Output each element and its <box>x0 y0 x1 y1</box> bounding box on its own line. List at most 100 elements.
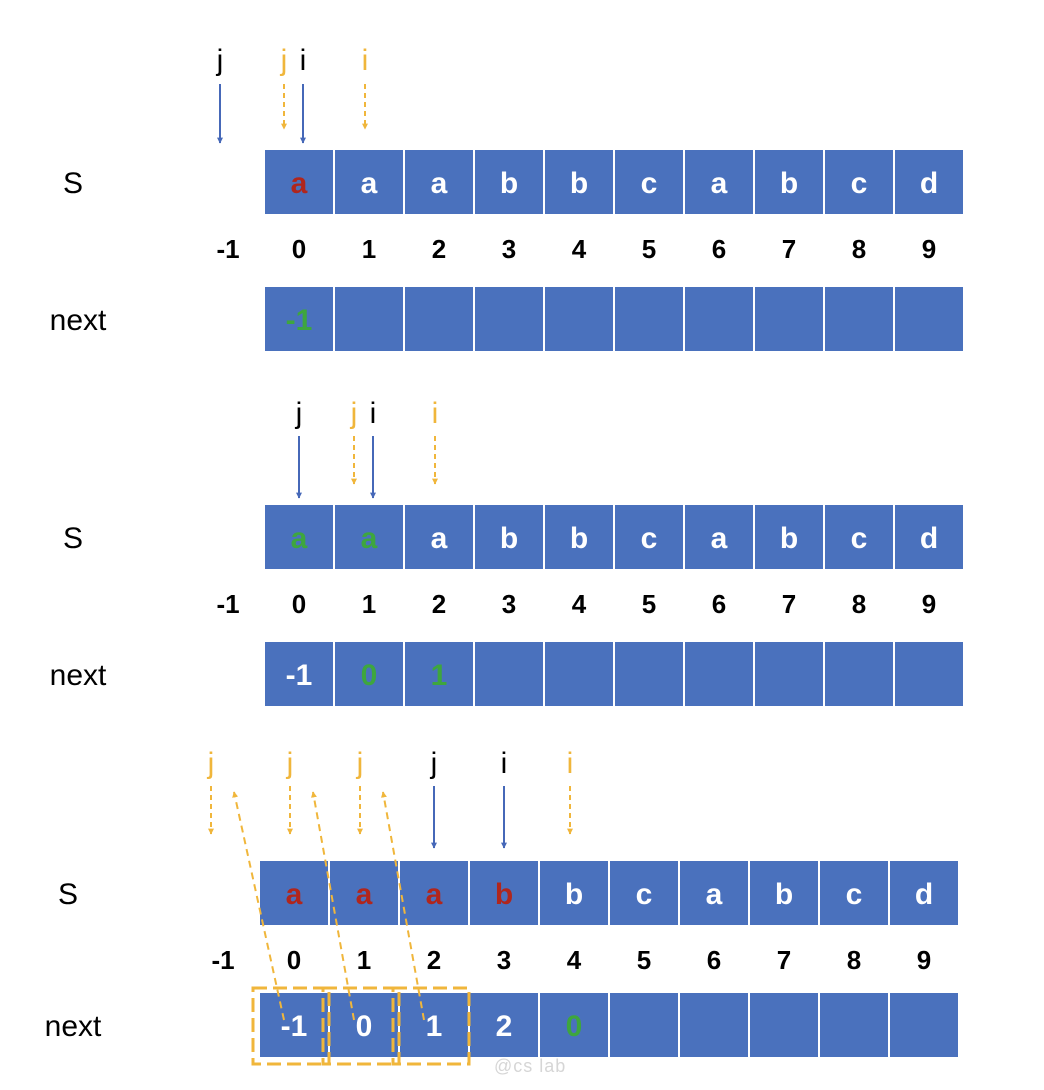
s-cell-char: a <box>361 167 378 200</box>
watermark: @cs lab <box>494 1056 567 1076</box>
index-label: -1 <box>211 945 234 975</box>
index-label: 4 <box>572 589 587 619</box>
s-cell <box>683 503 755 571</box>
index-label: 8 <box>847 945 861 975</box>
s-cell-char: b <box>565 878 583 911</box>
pointer-label-j: j <box>295 397 303 430</box>
s-cell-char: a <box>431 167 448 200</box>
next-cell <box>753 285 825 353</box>
next-cell <box>823 285 895 353</box>
index-label: 7 <box>782 234 796 264</box>
s-cell <box>678 859 750 927</box>
s-cell-char: c <box>851 522 868 555</box>
s-cell <box>823 503 895 571</box>
next-cell <box>403 640 475 708</box>
next-cell <box>823 640 895 708</box>
pointer-label-j: j <box>430 747 438 780</box>
s-cell <box>403 148 475 216</box>
index-label: 5 <box>642 234 656 264</box>
index-label: 8 <box>852 589 866 619</box>
index-label: 7 <box>777 945 791 975</box>
pointer-label-j: j <box>356 747 364 780</box>
next-cell <box>678 991 750 1059</box>
index-row: -1 0 1 2 3 4 5 6 7 8 9 <box>216 589 936 619</box>
pointer-label-j: j <box>286 747 294 780</box>
s-cell-char: b <box>780 522 798 555</box>
s-cell-char: b <box>780 167 798 200</box>
pointers: j j j i ij <box>207 747 573 849</box>
s-cell-char: c <box>636 878 653 911</box>
index-label: 2 <box>432 234 446 264</box>
s-cell <box>753 503 825 571</box>
next-cell-value: 0 <box>361 659 378 692</box>
s-row-label: S <box>63 167 83 200</box>
pointers: j i ij <box>216 44 368 144</box>
index-label: 3 <box>497 945 511 975</box>
s-cell-char: a <box>711 167 728 200</box>
next-cell-value: 1 <box>426 1010 443 1043</box>
s-cell-char: c <box>846 878 863 911</box>
s-cell <box>888 859 960 927</box>
next-cell-value: 0 <box>356 1010 373 1043</box>
s-cell-char: a <box>291 167 308 200</box>
index-label: 6 <box>712 589 726 619</box>
next-cell-value: -1 <box>286 659 313 692</box>
next-cell <box>263 640 335 708</box>
s-cell-char: a <box>291 522 308 555</box>
next-cell-value: 0 <box>566 1010 583 1043</box>
index-label: 6 <box>712 234 726 264</box>
s-cell-char: b <box>570 167 588 200</box>
pointer-label-j: j <box>216 44 224 77</box>
next-cell <box>333 640 405 708</box>
index-label: 2 <box>427 945 441 975</box>
index-label: 0 <box>287 945 301 975</box>
next-cell <box>468 991 540 1059</box>
s-cell-char: a <box>431 522 448 555</box>
next-cell-value: -1 <box>281 1010 308 1043</box>
back-arrow <box>311 791 355 1021</box>
index-row: -1 0 1 2 3 4 5 6 7 8 9 <box>216 234 936 264</box>
index-label: 1 <box>362 589 376 619</box>
pointer-label-i: i <box>501 747 508 780</box>
s-cell-char: a <box>286 878 303 911</box>
next-cell <box>818 991 890 1059</box>
index-label: 7 <box>782 589 796 619</box>
next-cell <box>683 285 755 353</box>
next-cell-value: 1 <box>431 659 448 692</box>
back-arrow <box>381 791 425 1021</box>
s-cell <box>753 148 825 216</box>
next-cell <box>473 640 545 708</box>
next-row-label: next <box>50 304 107 337</box>
index-label: 4 <box>567 945 582 975</box>
s-cell-char: b <box>570 522 588 555</box>
s-cell <box>818 859 890 927</box>
next-cell <box>403 285 475 353</box>
pointer-label-j: j <box>350 397 358 430</box>
next-cell <box>613 640 685 708</box>
next-cell <box>613 285 685 353</box>
index-label: 3 <box>502 234 516 264</box>
next-cell <box>888 991 960 1059</box>
s-cell-char: b <box>500 167 518 200</box>
next-cell <box>748 991 820 1059</box>
s-cell <box>823 148 895 216</box>
index-label: 1 <box>357 945 371 975</box>
index-label: 0 <box>292 589 306 619</box>
next-row: -1 <box>263 285 965 353</box>
next-cell <box>543 640 615 708</box>
s-cell-char: c <box>641 522 658 555</box>
s-cell-char: b <box>500 522 518 555</box>
s-cell-char: d <box>920 167 938 200</box>
index-label: 9 <box>922 234 936 264</box>
s-cell <box>893 148 965 216</box>
s-cell-char: a <box>356 878 373 911</box>
index-label: 0 <box>292 234 306 264</box>
s-cell <box>543 503 615 571</box>
index-label: 9 <box>917 945 931 975</box>
s-cell <box>473 503 545 571</box>
